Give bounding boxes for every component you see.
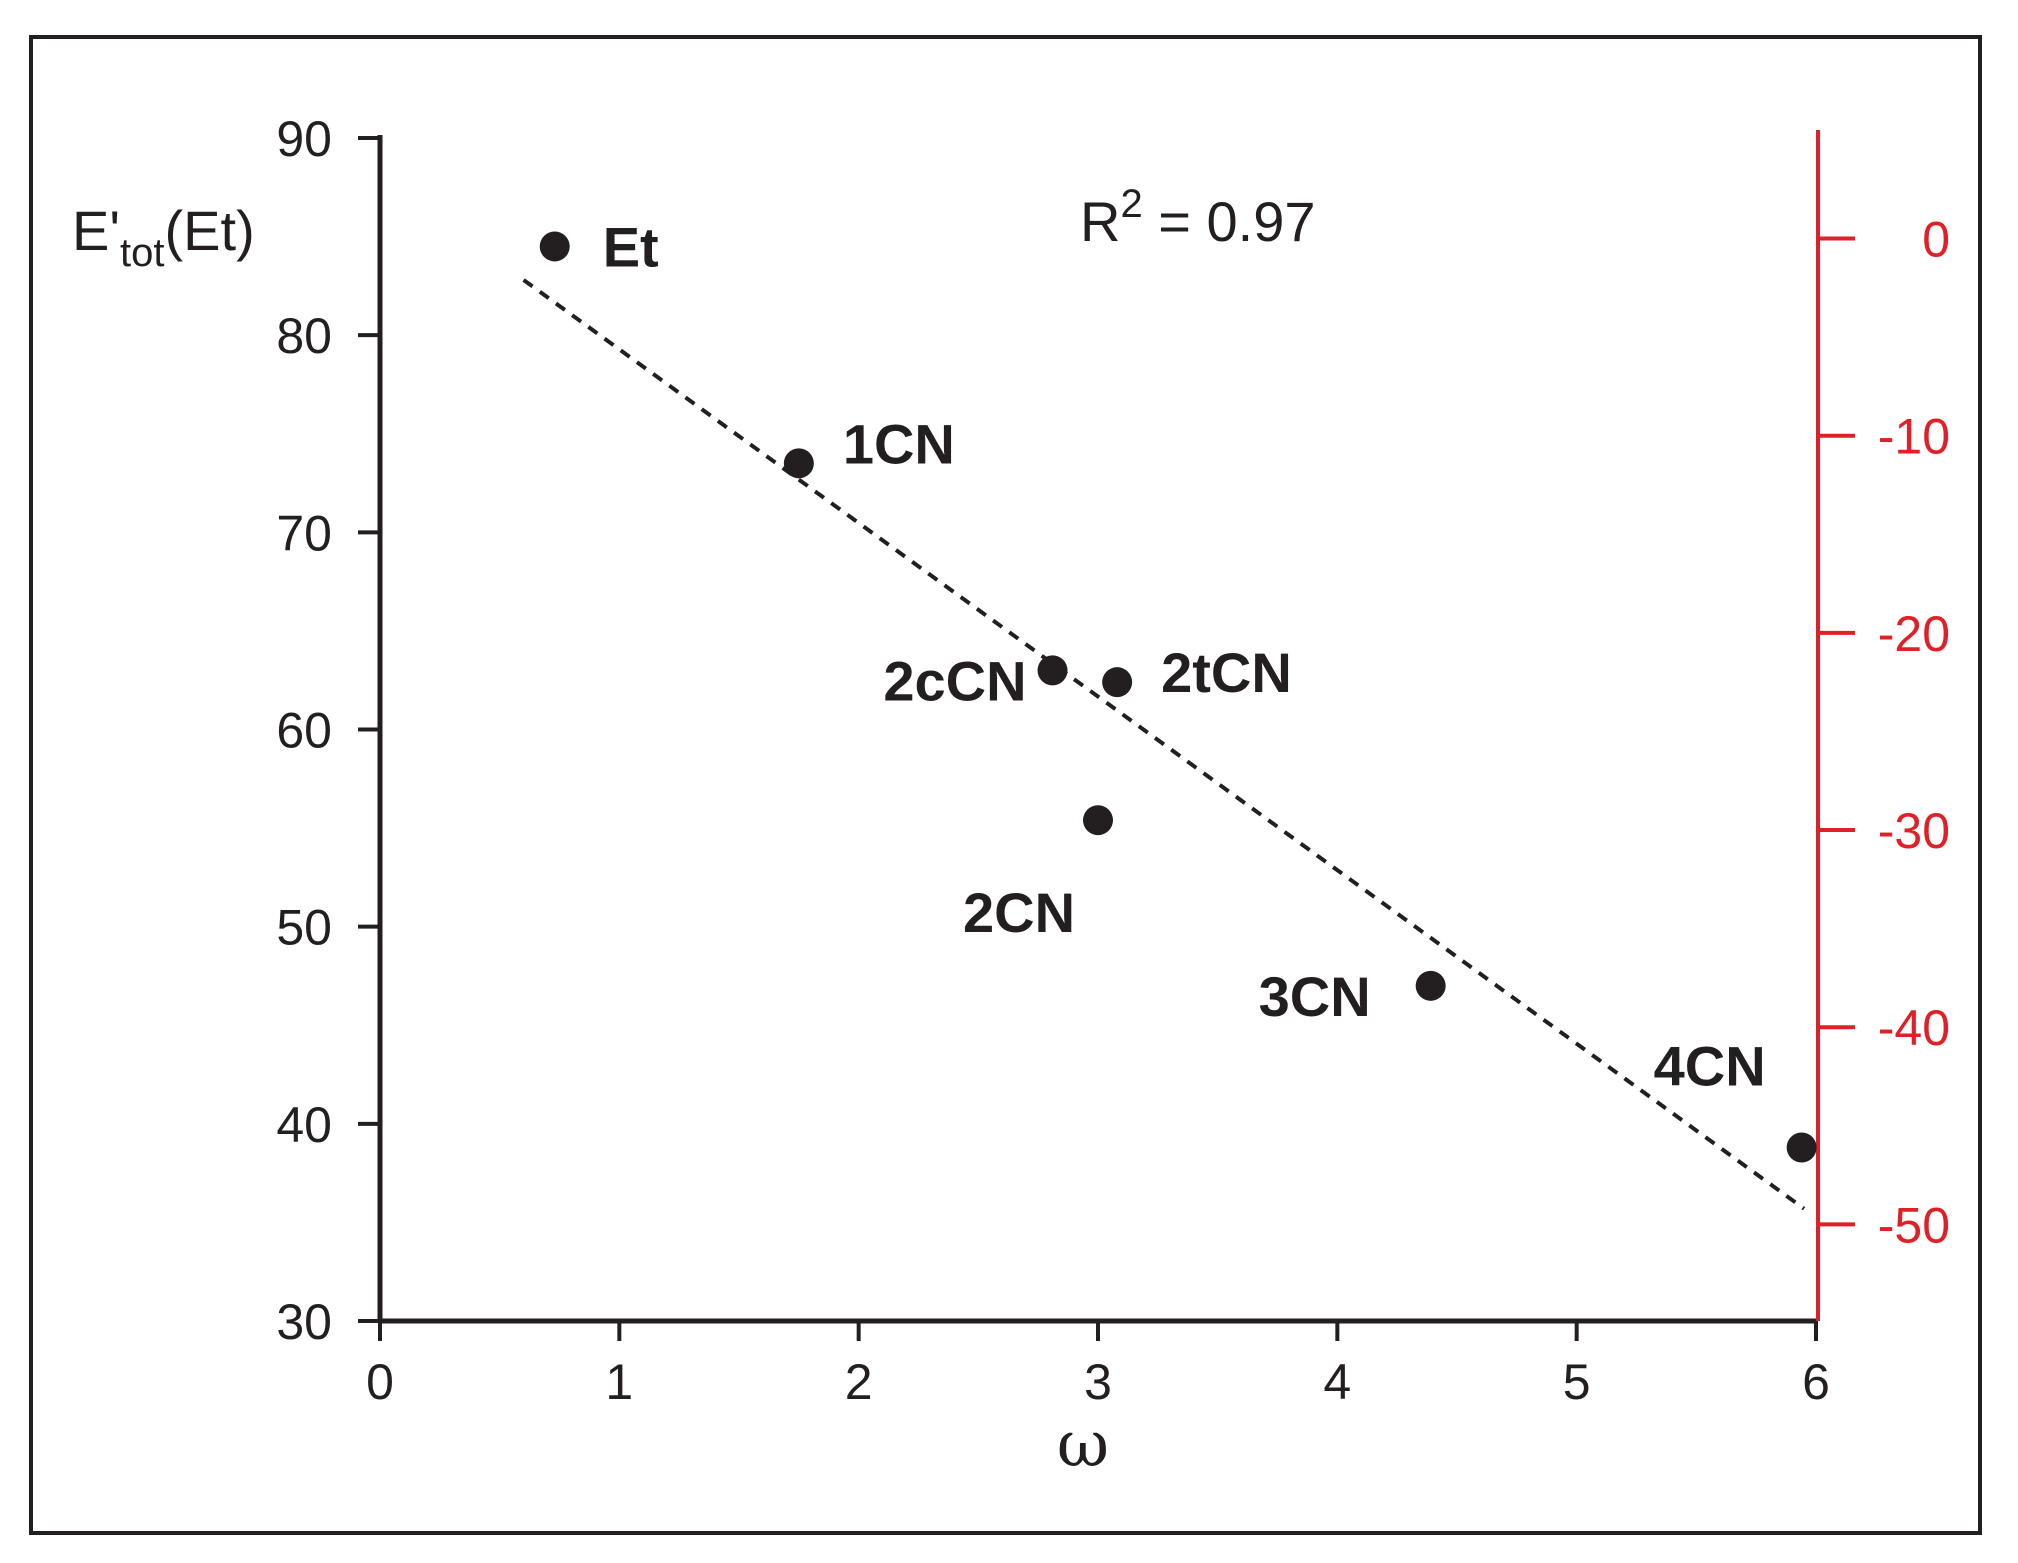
x-ticks: 0 1 2 3 4 5 6 <box>366 1321 1830 1410</box>
x-tick-label: 4 <box>1323 1354 1351 1410</box>
y2-tick-label: -40 <box>1878 1000 1950 1056</box>
y-axis-title-main: E' <box>72 199 120 262</box>
y-axis-title-tail: (Et) <box>165 199 255 262</box>
point-label-2tcn: 2tCN <box>1161 641 1292 704</box>
data-points <box>539 231 1817 1163</box>
point-label-4cn: 4CN <box>1654 1034 1766 1097</box>
y-axis-title: E'tot(Et) <box>72 199 255 275</box>
point-label-et: Et <box>603 215 659 278</box>
y2-tick-label: -50 <box>1878 1197 1950 1253</box>
y2-tick-label: 0 <box>1922 212 1950 268</box>
y-ticks: 30 40 50 60 70 80 90 <box>276 111 380 1350</box>
y2-tick-label: -30 <box>1878 803 1950 859</box>
y-tick-label: 70 <box>276 505 332 561</box>
y-tick-label: 80 <box>276 308 332 364</box>
y-tick-label: 50 <box>276 900 332 956</box>
point-label-2ccn: 2cCN <box>883 649 1026 712</box>
x-tick-label: 5 <box>1563 1354 1591 1410</box>
y-tick-label: 30 <box>276 1294 332 1350</box>
x-axis-title: ω <box>1057 1408 1109 1482</box>
data-point-et <box>539 231 570 262</box>
r-squared-prefix: R <box>1080 190 1120 253</box>
y2-tick-label: -20 <box>1878 606 1950 662</box>
point-label-1cn: 1CN <box>843 412 955 475</box>
x-tick-label: 0 <box>366 1354 394 1410</box>
regression-line <box>522 278 1806 1211</box>
y2-ticks: 0 -10 -20 -30 -40 -50 <box>1818 212 1950 1253</box>
x-tick-label: 1 <box>605 1354 633 1410</box>
y-axis-title-sub: tot <box>120 231 164 275</box>
x-tick-label: 2 <box>845 1354 873 1410</box>
data-point-4cn <box>1786 1132 1817 1163</box>
r-squared-sup: 2 <box>1120 182 1142 226</box>
x-tick-label: 3 <box>1084 1354 1112 1410</box>
y-tick-label: 40 <box>276 1097 332 1153</box>
point-labels: Et 1CN 2cCN 2tCN 2CN 3CN 4CN <box>603 215 1766 1097</box>
data-point-2tcn <box>1102 667 1133 698</box>
data-point-2cn <box>1083 805 1113 836</box>
data-point-3cn <box>1415 970 1446 1001</box>
y2-tick-label: -10 <box>1878 409 1950 465</box>
point-label-3cn: 3CN <box>1259 965 1371 1028</box>
data-point-1cn <box>783 448 814 479</box>
y-tick-label: 60 <box>276 703 332 759</box>
y-tick-label: 90 <box>276 111 332 167</box>
data-point-2ccn <box>1037 655 1068 686</box>
fit-line <box>522 278 1806 1211</box>
r-squared-annotation: R2 = 0.97 <box>1080 182 1316 253</box>
x-tick-label: 6 <box>1802 1354 1830 1410</box>
point-label-2cn: 2CN <box>963 881 1075 944</box>
figure-frame <box>29 35 1982 1535</box>
r-squared-suffix: = 0.97 <box>1143 190 1316 253</box>
